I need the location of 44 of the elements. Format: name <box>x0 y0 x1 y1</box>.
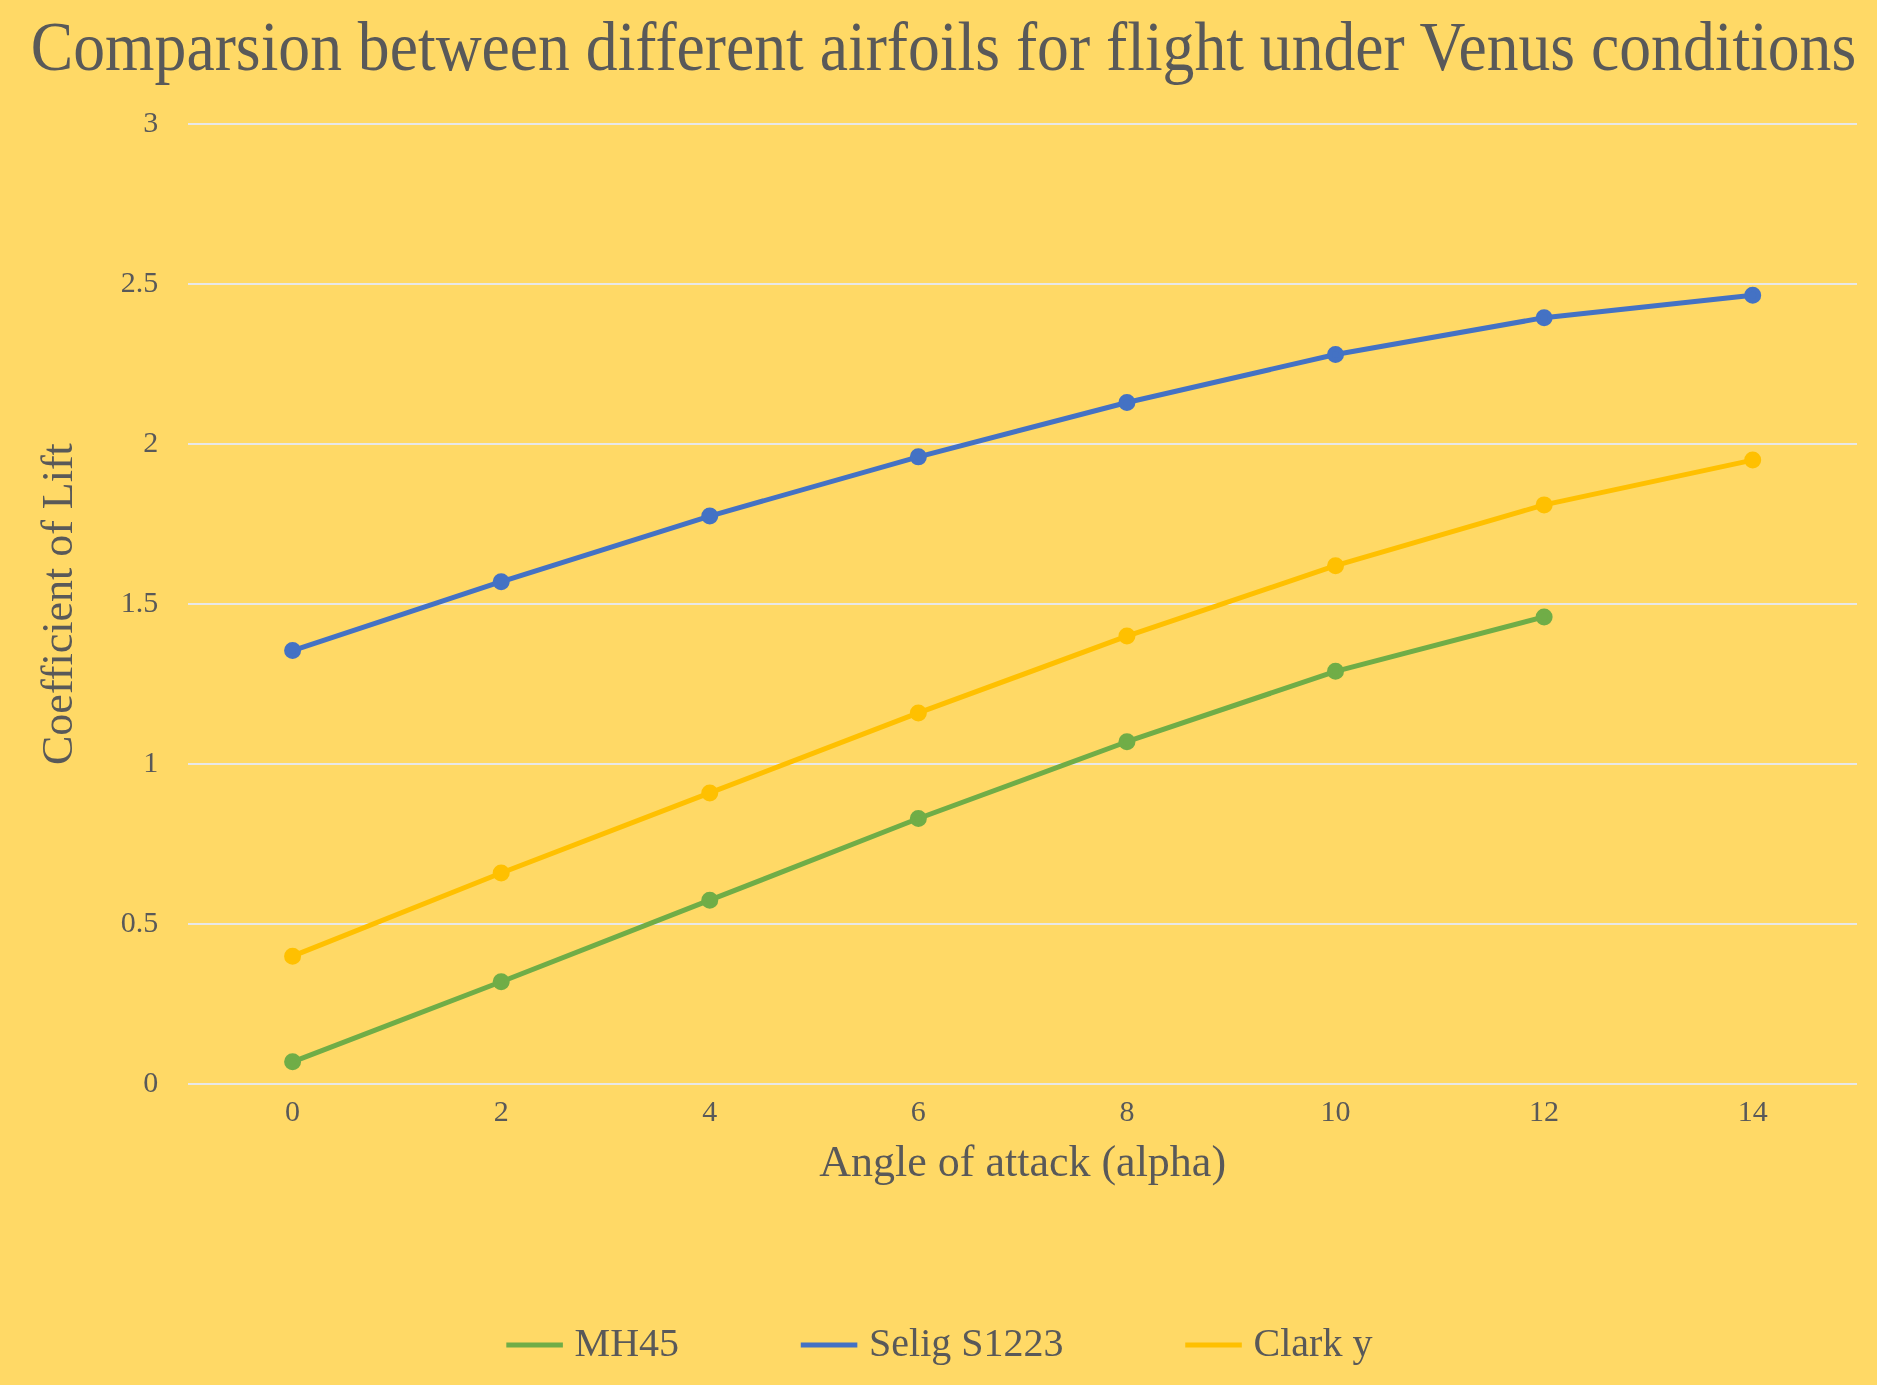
y-tick-label: 1 <box>143 745 159 779</box>
y-tick-label: 0.5 <box>120 905 159 939</box>
x-tick-label: 0 <box>285 1094 301 1128</box>
y-tick-label: 2.5 <box>120 264 159 298</box>
x-tick-label: 8 <box>1119 1094 1135 1128</box>
y-tick-label: 2 <box>143 424 159 458</box>
point <box>1118 627 1136 645</box>
point <box>1535 608 1553 626</box>
x-tick-label: 4 <box>702 1094 718 1128</box>
point <box>492 573 510 591</box>
point <box>701 891 719 909</box>
point <box>1118 733 1136 751</box>
x-axis-title: Angle of attack (alpha) <box>819 1137 1227 1187</box>
point <box>1744 451 1762 469</box>
point <box>909 810 927 828</box>
legend-label: Clark y <box>1253 1319 1373 1365</box>
point <box>284 1053 302 1071</box>
point <box>1744 286 1762 304</box>
point <box>284 642 302 660</box>
x-tick-label: 12 <box>1529 1094 1560 1128</box>
x-tick-label: 6 <box>910 1094 926 1128</box>
legend-label: Selig S1223 <box>869 1319 1064 1365</box>
point <box>909 704 927 722</box>
point <box>1535 309 1553 327</box>
point <box>1118 393 1136 411</box>
point <box>909 448 927 466</box>
x-tick-label: 10 <box>1320 1094 1351 1128</box>
point <box>284 947 302 965</box>
point <box>492 864 510 882</box>
point <box>1327 345 1345 363</box>
y-tick-label: 0 <box>143 1065 159 1099</box>
point <box>1535 496 1553 514</box>
legend-label: MH45 <box>574 1319 680 1365</box>
y-tick-label: 1.5 <box>120 584 159 618</box>
chart-title: Comparsion between different airfoils for flight under Venus conditions <box>30 7 1857 86</box>
point <box>701 784 719 802</box>
y-tick-label: 3 <box>143 104 159 138</box>
x-tick-label: 2 <box>493 1094 509 1128</box>
point <box>492 973 510 991</box>
x-tick-label: 14 <box>1737 1094 1768 1128</box>
point <box>1327 557 1345 575</box>
point <box>701 507 719 525</box>
y-axis-title: Coefficient of Lift <box>32 443 82 765</box>
point <box>1327 662 1345 680</box>
